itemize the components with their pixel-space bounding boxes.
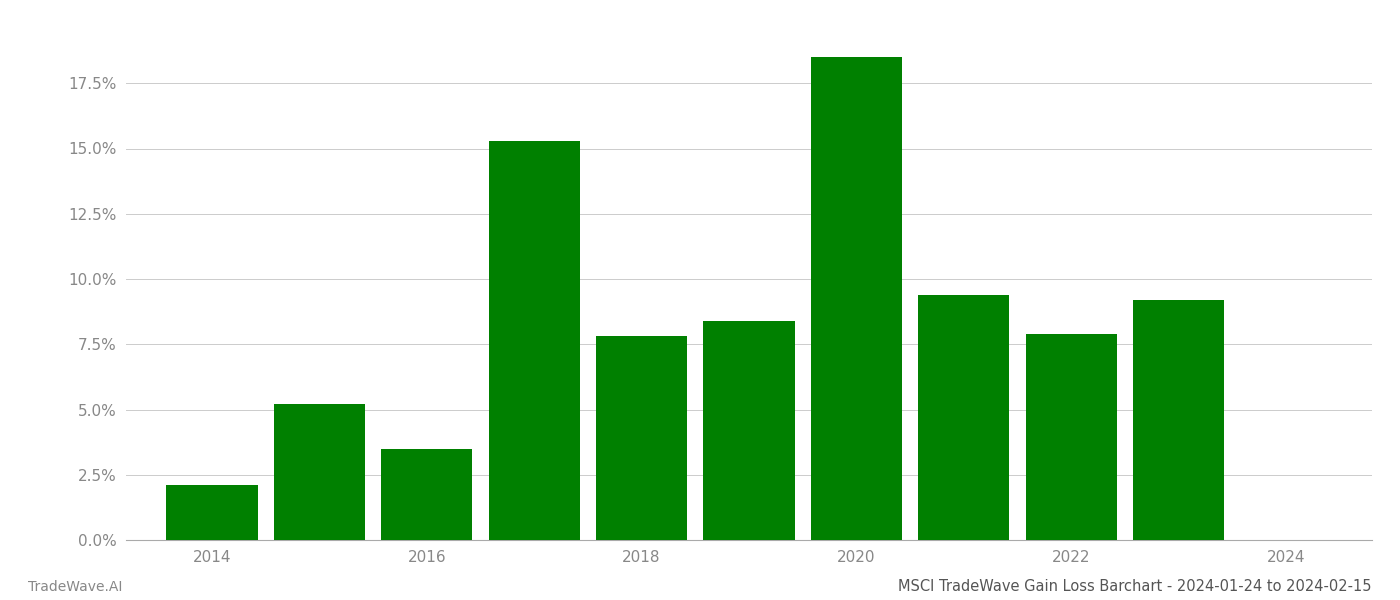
Bar: [489, 140, 580, 540]
Text: MSCI TradeWave Gain Loss Barchart - 2024-01-24 to 2024-02-15: MSCI TradeWave Gain Loss Barchart - 2024…: [899, 579, 1372, 594]
Bar: [918, 295, 1009, 540]
Bar: [703, 321, 795, 540]
Bar: [273, 404, 365, 540]
Bar: [596, 337, 687, 540]
Bar: [1133, 300, 1225, 540]
Bar: [167, 485, 258, 540]
Text: TradeWave.AI: TradeWave.AI: [28, 580, 122, 594]
Bar: [381, 449, 472, 540]
Bar: [1026, 334, 1117, 540]
Bar: [811, 57, 902, 540]
